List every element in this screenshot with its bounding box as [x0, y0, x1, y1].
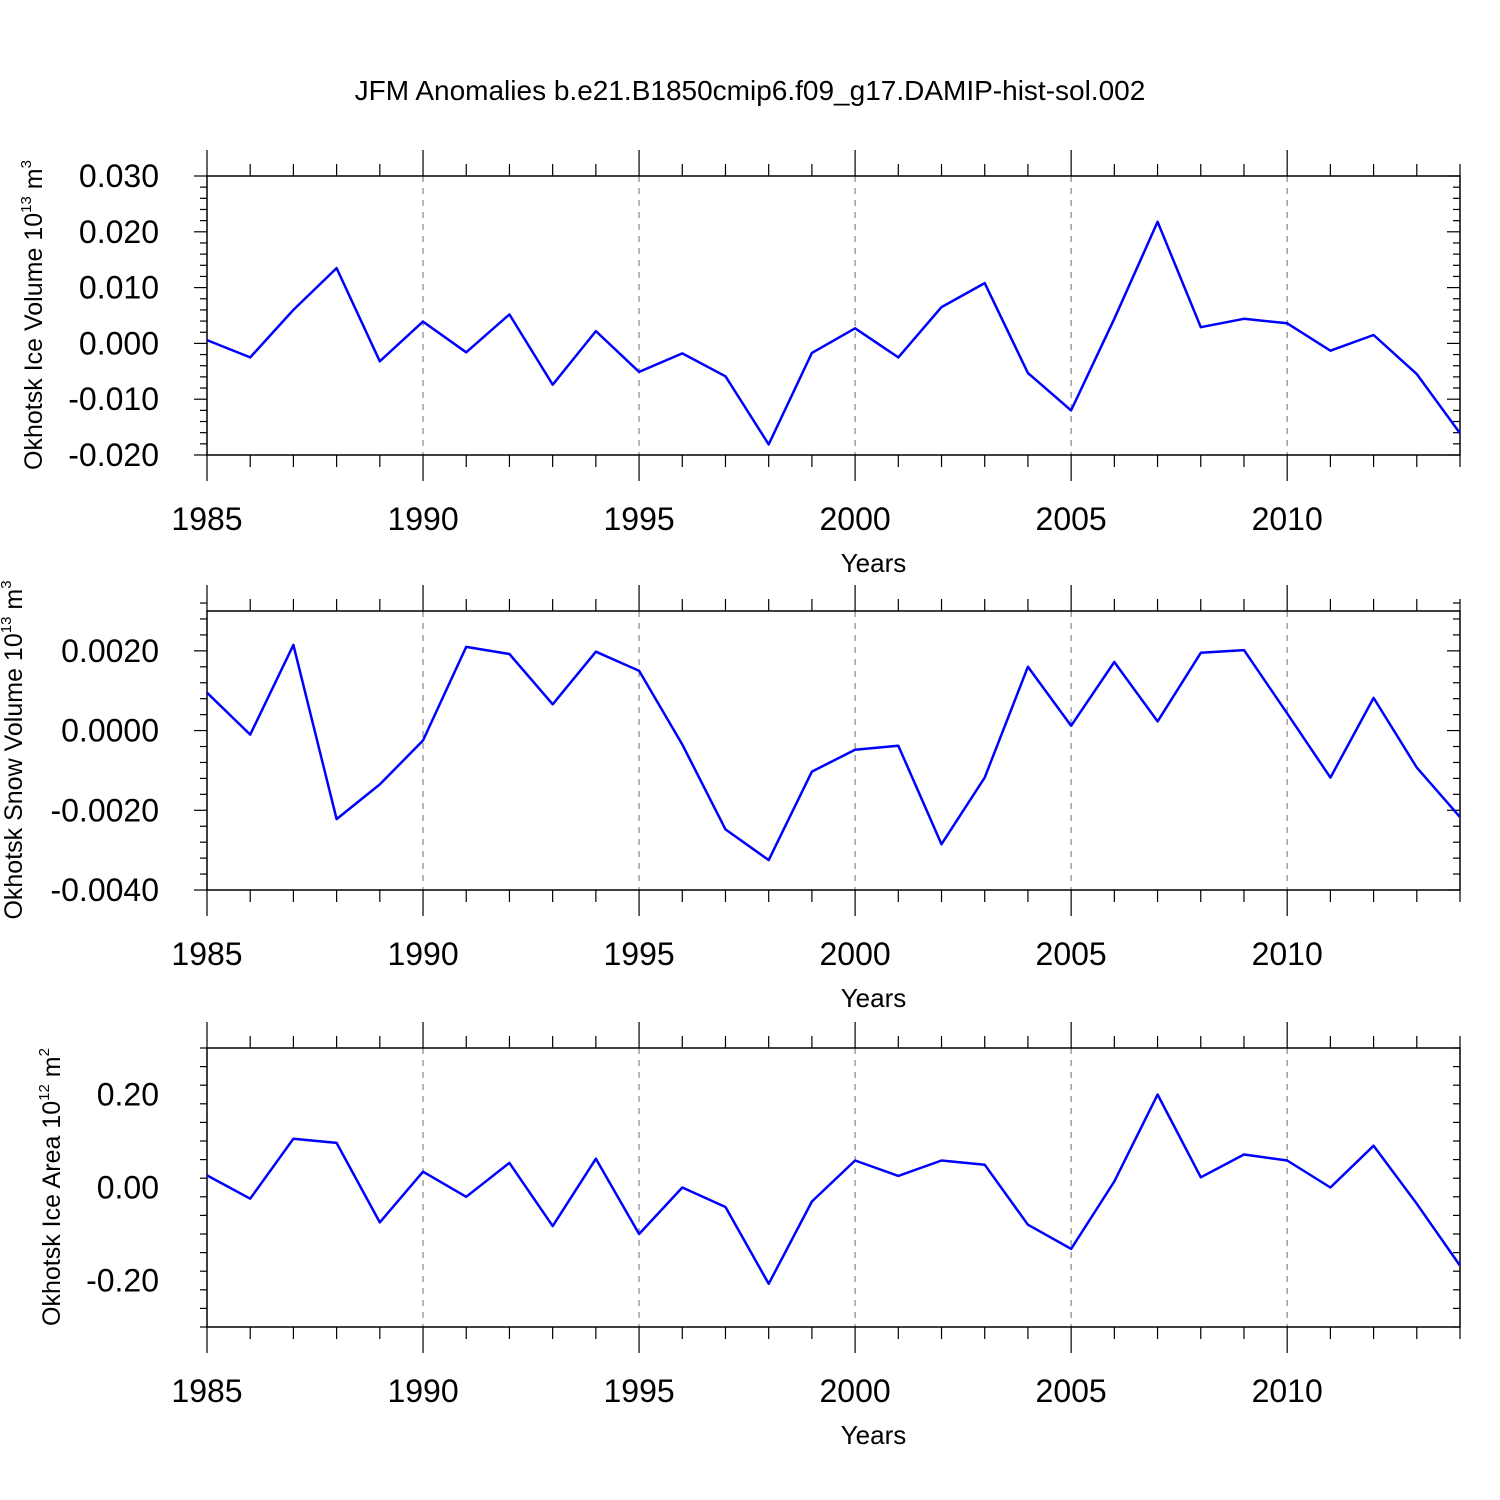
- panel-3: 1985 1990 1995 2000 2005 2010 Years -0.20 0.00 0.…: [36, 1022, 1462, 1450]
- x-tick-label: 2000: [820, 1373, 891, 1409]
- x-tick-label: 2000: [820, 501, 891, 537]
- y-tick-label: -0.020: [68, 437, 159, 473]
- y-tick-label: 0.20: [97, 1077, 159, 1113]
- x-tick-label: 1990: [387, 936, 458, 972]
- x-tick-label: 1985: [171, 501, 242, 537]
- series-line: [206, 1093, 1462, 1286]
- y-tick-label: -0.010: [68, 381, 159, 417]
- y-axis-label: Okhotsk Ice Volume 1013 m3: [18, 160, 48, 470]
- x-tick-label: 2010: [1252, 936, 1323, 972]
- plot-frame: [206, 175, 1461, 456]
- y-tick-label: 0.0020: [61, 633, 159, 669]
- x-tick-label: 1995: [603, 501, 674, 537]
- y-tick-label: -0.0020: [50, 792, 159, 828]
- y-tick-label: 0.010: [79, 270, 159, 306]
- x-tick-label: 2005: [1036, 936, 1107, 972]
- x-tick-label: 2000: [820, 936, 891, 972]
- x-axis-label: Years: [841, 548, 907, 578]
- figure-title: JFM Anomalies b.e21.B1850cmip6.f09_g17.D…: [355, 75, 1146, 106]
- x-tick-label: 1985: [171, 1373, 242, 1409]
- x-tick-label: 1990: [387, 501, 458, 537]
- y-tick-label: 0.0000: [61, 713, 159, 749]
- x-tick-label: 1990: [387, 1373, 458, 1409]
- x-axis-label: Years: [841, 983, 907, 1013]
- panels: 1985 1990 1995 2000 2005 2010 Years -0.020 -0.01…: [0, 150, 1462, 1450]
- y-tick-label: 0.030: [79, 158, 159, 194]
- x-tick-label: 2010: [1252, 501, 1323, 537]
- series-line: [206, 220, 1462, 446]
- y-tick-label: 0.000: [79, 325, 159, 361]
- y-axis-label: Okhotsk Ice Area 1012 m2: [36, 1048, 66, 1326]
- y-tick-label: 0.00: [97, 1170, 159, 1206]
- x-tick-label: 2005: [1036, 1373, 1107, 1409]
- x-tick-label: 1995: [603, 1373, 674, 1409]
- plot-frame: [206, 610, 1461, 891]
- y-tick-label: -0.20: [86, 1263, 159, 1299]
- y-tick-label: -0.0040: [50, 872, 159, 908]
- plot-frame: [206, 1047, 1461, 1328]
- series-line: [206, 643, 1461, 862]
- panel-2: 1985 1990 1995 2000 2005 2010 Years -0.0040 -0.0…: [0, 580, 1461, 1013]
- x-tick-label: 2005: [1036, 501, 1107, 537]
- x-tick-label: 1985: [171, 936, 242, 972]
- y-tick-label: 0.020: [79, 214, 159, 250]
- x-tick-label: 2010: [1252, 1373, 1323, 1409]
- x-axis-label: Years: [841, 1420, 907, 1450]
- x-tick-label: 1995: [603, 936, 674, 972]
- y-axis-label: Okhotsk Snow Volume 1013 m3: [0, 580, 28, 919]
- panel-1: 1985 1990 1995 2000 2005 2010 Years -0.020 -0.01…: [18, 150, 1462, 578]
